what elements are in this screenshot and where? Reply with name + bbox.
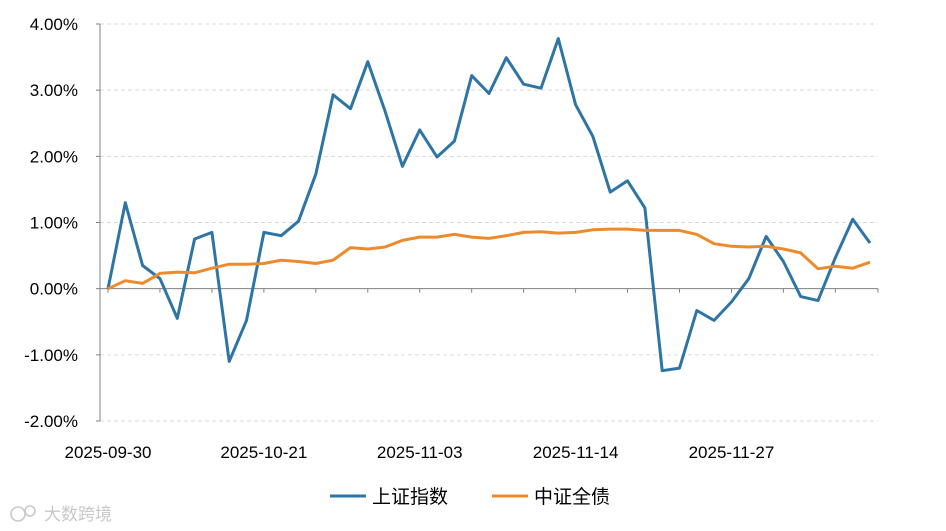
gridlines (100, 23, 878, 422)
watermark-logo-icon (10, 505, 36, 522)
y-tick-label: 4.00% (30, 15, 78, 34)
series-line-2 (107, 227, 871, 291)
watermark: 大数跨境 (10, 505, 112, 524)
y-tick-label: 2.00% (30, 147, 78, 166)
y-tick-label: -1.00% (24, 346, 78, 365)
x-tick-label: 2025-11-14 (533, 443, 619, 462)
legend-label: 上证指数 (372, 486, 448, 508)
x-axis-ticks: 2025-09-30 2025-10-21 2025-11-03 2025-11-14… (65, 288, 879, 462)
legend: 上证指数 中证全债 (330, 486, 610, 508)
series-lines (106, 37, 872, 373)
x-tick-label: 2025-11-03 (377, 443, 463, 462)
y-tick-label: 3.00% (30, 81, 78, 100)
legend-label: 中证全债 (534, 486, 610, 508)
x-tick-label: 2025-09-30 (65, 443, 152, 462)
y-tick-label: 1.00% (30, 214, 78, 233)
watermark-text: 大数跨境 (44, 505, 112, 524)
x-tick-label: 2025-11-27 (689, 443, 775, 462)
x-tick-label: 2025-10-21 (220, 443, 307, 462)
y-tick-label: 0.00% (30, 280, 78, 299)
series-line-1 (106, 37, 872, 373)
y-tick-label: -2.00% (24, 412, 78, 431)
y-axis-ticks: 4.00% 3.00% 2.00% 1.00% 0.00% -1.00% -2.00% (24, 15, 100, 431)
